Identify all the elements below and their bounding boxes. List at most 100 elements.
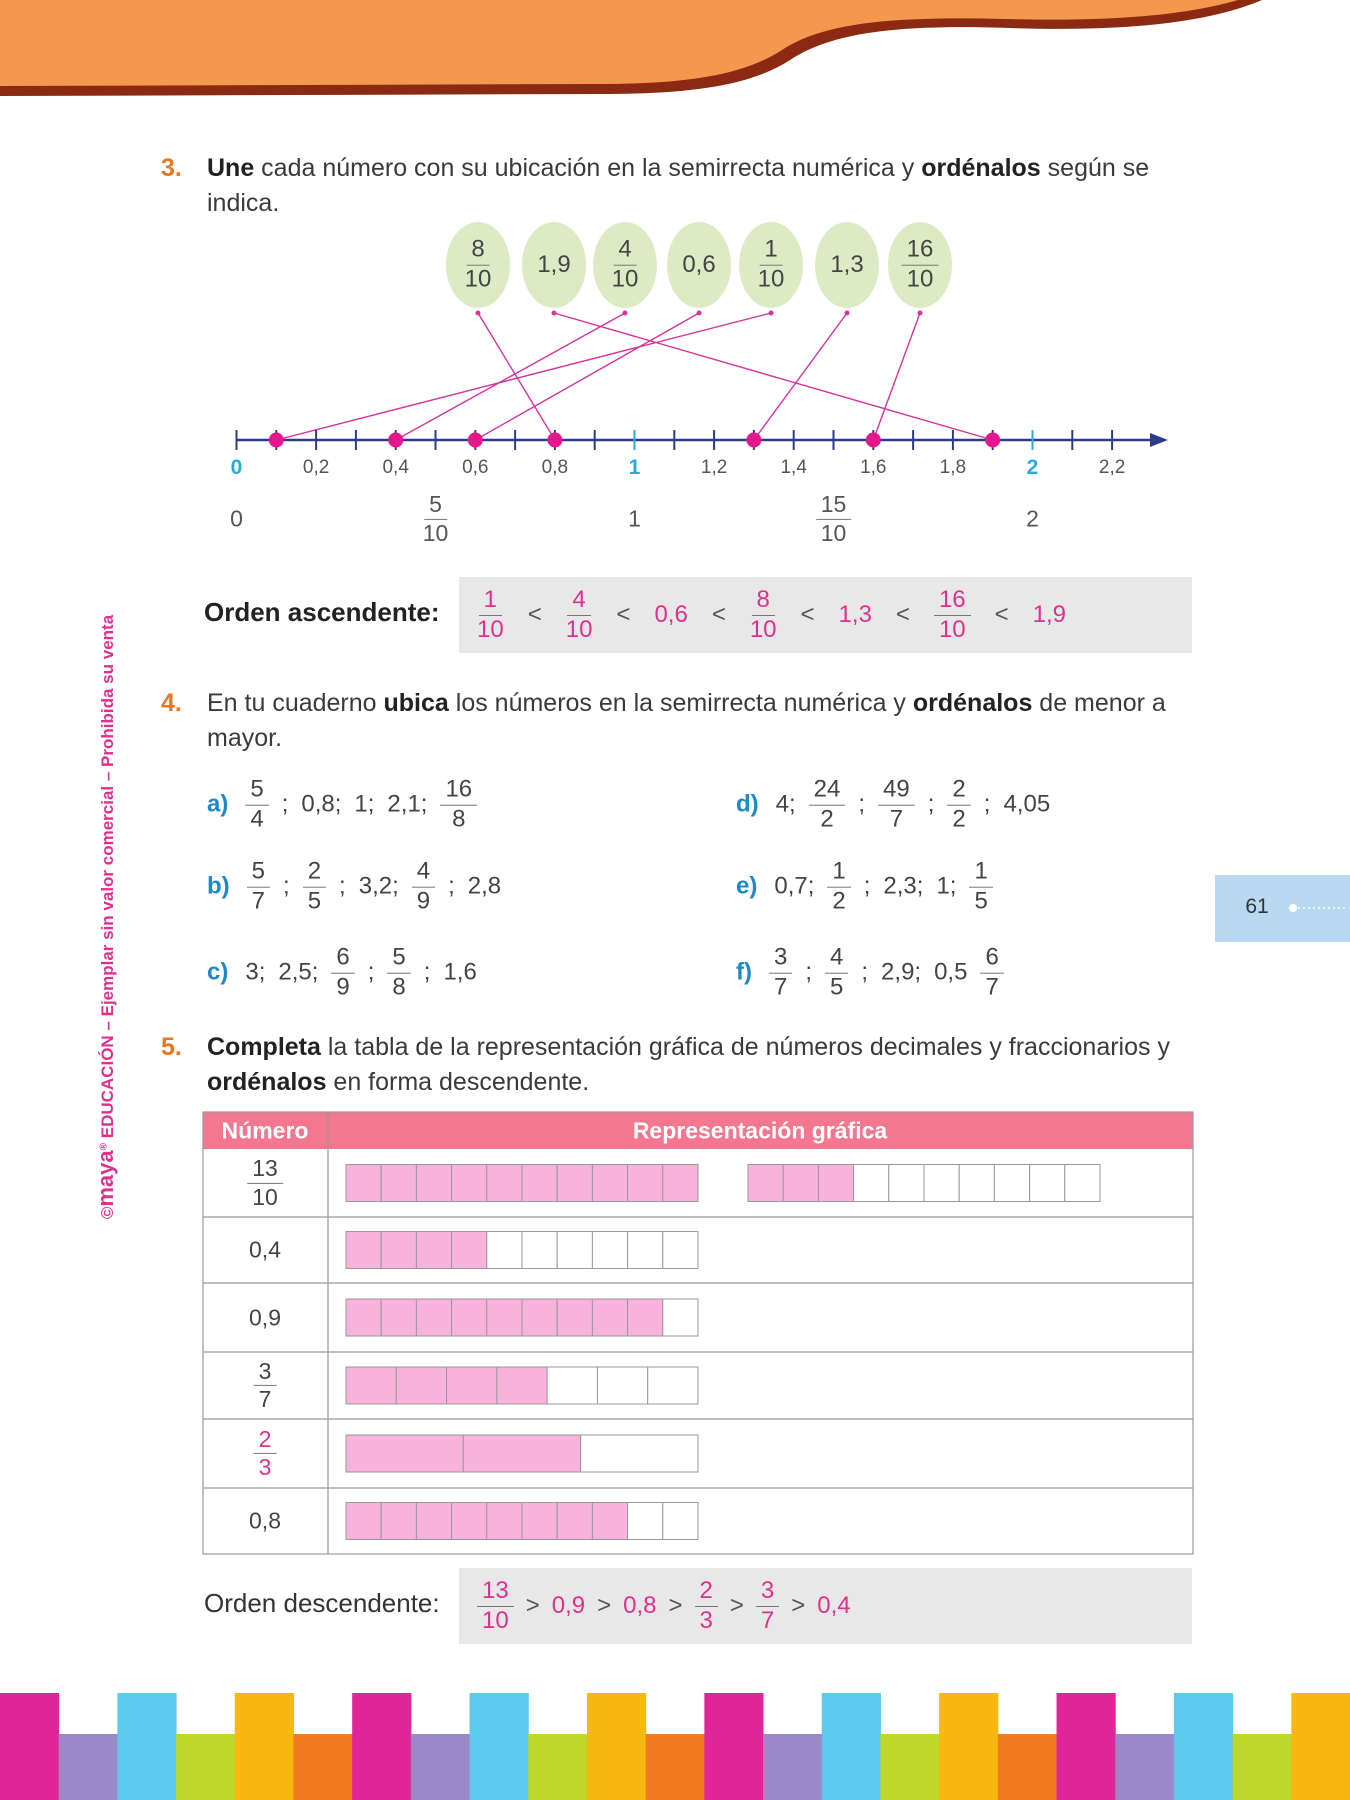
axis-label: 2,2 [1098, 457, 1126, 478]
axis-label: 0,8 [541, 457, 569, 478]
bubble-label: 1 10 [758, 236, 785, 295]
fraction: 4 10 [612, 236, 639, 295]
numerator: 16 [440, 776, 478, 806]
denominator: 7 [251, 887, 266, 915]
bar-cell [380, 1502, 417, 1540]
term: 1 [628, 505, 641, 532]
denominator: 10 [482, 1606, 509, 1634]
denominator: 7 [773, 973, 788, 1001]
footer-block [704, 1693, 764, 1800]
instruction-part: según se indica. [207, 154, 1150, 217]
fraction: 8 10 [750, 586, 777, 645]
term: 4; [775, 791, 796, 818]
order-box: 13 10 >0,9 >0,8 >2 3 >3 7 >0,4 [459, 1568, 1192, 1644]
footer-block [234, 1693, 294, 1800]
bar-cell [521, 1164, 558, 1202]
term: 1,9 [537, 251, 571, 278]
axis-label: 0,2 [302, 457, 330, 478]
bar-cell [345, 1434, 464, 1473]
term: ; [861, 959, 869, 986]
denominator: 10 [477, 615, 504, 643]
point [865, 432, 881, 448]
instruction-part: la tabla de la representación gráfica de… [320, 1033, 1170, 1061]
instruction-part: cada número con su ubicación en la semir… [254, 154, 922, 182]
term: 0,6 [654, 601, 688, 628]
bar-cell [521, 1231, 558, 1269]
axis-label: 1,4 [780, 457, 807, 478]
footer-block [1232, 1734, 1292, 1800]
term: 4,05 [1003, 791, 1051, 818]
term: 0,8 [623, 1592, 657, 1619]
item: f) 3 7; 4 5; 2,9; 0,5 6 7 [736, 944, 1004, 1003]
footer-block [939, 1693, 999, 1800]
footer-block [586, 1693, 647, 1800]
equivalence: 2 [1026, 506, 1039, 533]
denominator: 10 [938, 615, 966, 643]
numerator: 2 [694, 1577, 718, 1607]
connector [276, 312, 772, 441]
numerator: 16 [933, 586, 971, 616]
bar-cell [521, 1502, 558, 1540]
order-separator: > [525, 1592, 540, 1619]
instruction: En tu cuaderno ubica los números en la s… [207, 686, 1197, 756]
denominator: 3 [258, 1454, 272, 1480]
bar-cell [591, 1502, 629, 1540]
row-label: 0,8 [249, 1508, 281, 1535]
instruction: Une cada número con su ubicación en la s… [207, 151, 1197, 221]
numerator: 15 [815, 491, 852, 520]
numerator: 1 [969, 858, 993, 888]
denominator: 10 [906, 265, 934, 293]
bar-cell [546, 1366, 598, 1405]
fraction: 4 10 [566, 586, 593, 645]
table-header-bg [203, 1112, 1193, 1149]
term: ; [858, 791, 866, 818]
bar-cell [415, 1231, 453, 1269]
term: 2,9; [881, 959, 922, 986]
term: 0,9 [249, 1304, 281, 1330]
numerator: 5 [387, 944, 411, 974]
bar-cell [627, 1231, 664, 1269]
term: ; [423, 959, 431, 986]
bar-cell [627, 1298, 664, 1337]
numerator: 8 [751, 586, 775, 616]
footer-block [997, 1734, 1058, 1800]
instruction-part: Une [207, 154, 255, 182]
numerator: 24 [808, 776, 846, 806]
bar-cell [345, 1502, 382, 1540]
bar-cell [596, 1366, 649, 1405]
footer-block [1291, 1693, 1350, 1800]
numerator: 6 [980, 944, 1004, 974]
side-text-part: maya [93, 1150, 118, 1207]
bar-cell [647, 1366, 699, 1405]
term: 2,8 [467, 873, 502, 900]
term: 3,2; [358, 873, 399, 900]
equivalence: 5 10 [423, 491, 449, 547]
denominator: 7 [985, 973, 999, 1001]
connector-dot [475, 310, 481, 316]
bar-cell [486, 1298, 523, 1337]
denominator: 10 [749, 615, 777, 643]
denominator: 10 [611, 265, 639, 293]
footer-block [469, 1693, 529, 1800]
side-text: ©maya® EDUCACIÓN – Ejemplar sin valor co… [93, 615, 119, 1219]
denominator: 10 [565, 615, 593, 643]
instruction-part: ordénalos [207, 1068, 327, 1096]
term: 0,4 [249, 1236, 281, 1263]
bar-cell [958, 1164, 995, 1202]
footer-block [58, 1734, 118, 1800]
term: 3; [245, 959, 266, 986]
denominator: 5 [307, 887, 322, 915]
instruction-part: ordénalos [921, 154, 1041, 182]
term: 0,8; [301, 791, 342, 818]
order-box: 1 10 <4 10 <0,6 <8 10 <1,3 <16 10 <1,9 [459, 577, 1192, 653]
bar-cell [1064, 1164, 1101, 1202]
term: 1; [354, 791, 375, 818]
numerator: 3 [768, 944, 793, 974]
denominator: 9 [416, 887, 431, 915]
numerator: 3 [253, 1357, 277, 1386]
